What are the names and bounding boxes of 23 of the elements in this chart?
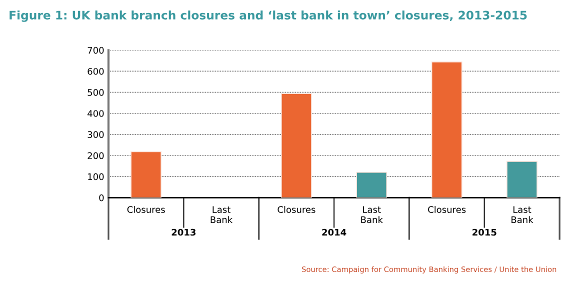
y-tick-label: 500 <box>88 89 104 96</box>
y-tick-label: 100 <box>88 173 104 180</box>
x-tick-label: Last Bank <box>512 206 534 224</box>
x-tick-label: Last Bank <box>210 206 233 224</box>
y-tick-label: 700 <box>88 46 104 54</box>
x-tick-label: Closures <box>428 206 466 213</box>
y-tick-label: 300 <box>88 131 104 138</box>
text: 2015 <box>472 228 496 236</box>
text: 2014 <box>322 228 346 236</box>
bar <box>130 151 162 198</box>
x-tick-label: Closures <box>278 206 316 213</box>
y-tick-label: 200 <box>88 152 104 160</box>
bar <box>356 172 388 198</box>
x-tick-label: Last Bank <box>361 206 383 224</box>
bar <box>506 160 538 198</box>
text: 2013 <box>172 228 196 236</box>
y-tick-label: 0 <box>99 194 104 202</box>
y-tick-label: 600 <box>88 68 104 75</box>
x-tick-label: Closures <box>127 206 165 213</box>
bar <box>280 93 312 198</box>
bar <box>431 62 462 198</box>
y-tick-label: 400 <box>88 110 104 117</box>
chart-title: Figure 1: UK bank branch closures and ‘last bank in town’ closures, 2013-2015 <box>10 10 527 22</box>
